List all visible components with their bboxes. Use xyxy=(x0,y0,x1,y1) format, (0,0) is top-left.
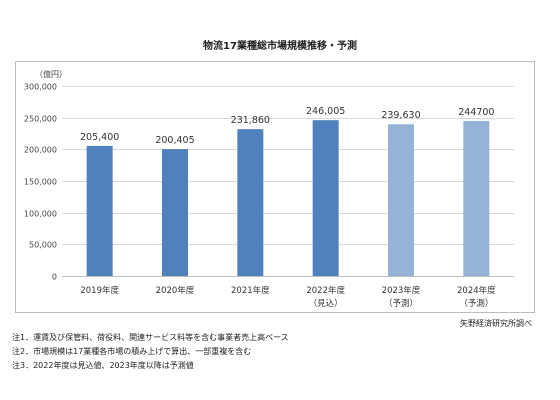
data-label: 244700 xyxy=(458,107,494,118)
y-tick-label: 250,000 xyxy=(24,115,57,124)
x-tick-label: 2019年度 xyxy=(80,285,119,296)
data-label: 200,405 xyxy=(155,135,194,146)
y-tick-label: 100,000 xyxy=(24,210,57,219)
bar xyxy=(312,120,339,276)
x-tick-label: 2024年度 xyxy=(457,285,496,296)
bar xyxy=(237,129,264,276)
y-tick-label: 300,000 xyxy=(24,83,57,92)
data-label: 205,400 xyxy=(80,132,119,143)
data-label: 231,860 xyxy=(231,115,270,126)
x-tick-sublabel: （予測） xyxy=(384,298,418,309)
y-tick-label: 150,000 xyxy=(24,178,57,187)
bar xyxy=(162,149,188,276)
y-unit-label: （億円） xyxy=(35,69,67,79)
note-1: 注1．運賃及び保管料、荷役料、関連サービス料等を含む事業者売上高ベース xyxy=(12,333,289,342)
y-tick-label: 0 xyxy=(52,273,57,282)
source-credit: 矢野経済研究所調べ xyxy=(460,319,532,328)
x-tick-label: 2023年度 xyxy=(382,285,421,296)
data-label: 246,005 xyxy=(306,106,345,117)
data-label: 239,630 xyxy=(381,110,420,121)
x-tick-sublabel: （予測） xyxy=(459,298,493,309)
y-tick-label: 200,000 xyxy=(24,146,57,155)
chart-frame xyxy=(15,61,535,313)
x-tick-label: 2020年度 xyxy=(156,285,195,296)
note-2: 注2．市場規模は17業種各市場の積み上げで算出、一部重複を含む xyxy=(12,347,252,356)
bar xyxy=(86,145,113,276)
bar xyxy=(463,121,490,276)
notes: 注1．運賃及び保管料、荷役料、関連サービス料等を含む事業者売上高ベース 注2．市… xyxy=(12,331,289,373)
chart-title: 物流17業種総市場規模推移・予測 xyxy=(203,41,357,52)
x-tick-sublabel: （見込） xyxy=(309,298,343,309)
bar xyxy=(388,124,414,276)
y-tick-label: 50,000 xyxy=(29,241,57,250)
x-tick-label: 2021年度 xyxy=(231,285,270,296)
note-3: 注3．2022年度は見込値、2023年度以降は予測値 xyxy=(12,361,194,370)
x-tick-label: 2022年度 xyxy=(306,285,345,296)
